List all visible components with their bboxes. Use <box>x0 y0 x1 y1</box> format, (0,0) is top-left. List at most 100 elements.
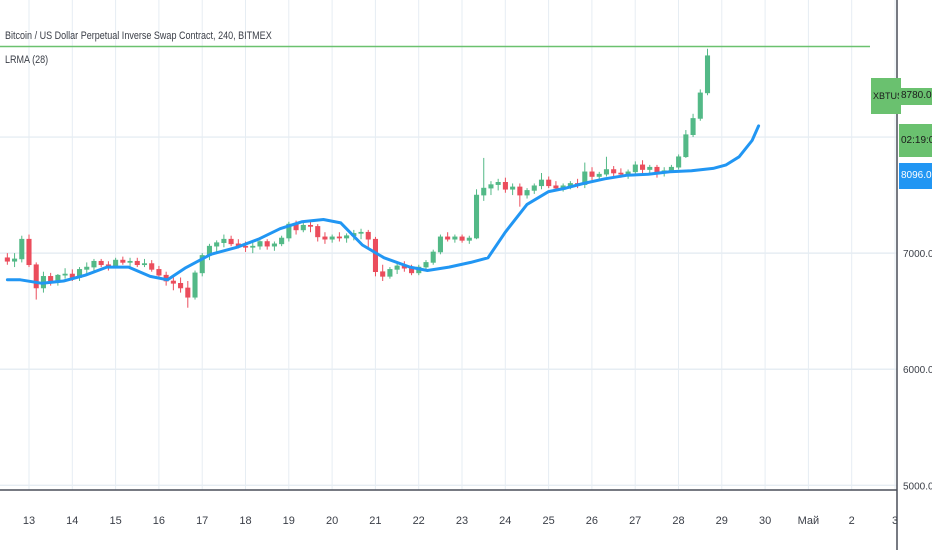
candle-body <box>336 236 342 239</box>
x-tick-label: 19 <box>283 515 295 527</box>
x-tick-label: 27 <box>629 515 641 527</box>
candle <box>315 224 321 242</box>
candle-body <box>445 236 451 240</box>
candle <box>4 253 10 265</box>
candle-body <box>488 184 494 189</box>
candle <box>336 232 342 242</box>
candle-body <box>531 185 537 191</box>
candle-body <box>437 236 443 253</box>
candle <box>12 253 18 268</box>
indicator-legend-label[interactable]: LRMA (28) <box>5 54 49 66</box>
candle-body <box>380 271 386 277</box>
candle <box>127 257 133 268</box>
symbol-price-tag: XBTUSD <box>871 78 901 114</box>
candle <box>704 48 711 96</box>
candle <box>141 258 148 268</box>
candle-body <box>611 169 617 174</box>
x-tick-label: 23 <box>456 515 468 527</box>
candle <box>387 267 393 279</box>
candle-body <box>647 166 653 170</box>
candle-body <box>430 251 436 263</box>
candle-body <box>243 245 249 248</box>
x-tick-label: 15 <box>109 515 121 527</box>
candle-body <box>307 224 314 227</box>
candle <box>697 89 703 121</box>
x-tick-label: 26 <box>586 515 598 527</box>
candle <box>459 234 465 243</box>
candle-body <box>315 226 321 238</box>
lrma-series <box>5 124 761 285</box>
candle <box>488 181 494 196</box>
candle <box>206 243 212 261</box>
candle <box>344 233 350 243</box>
candle <box>603 156 609 177</box>
x-tick-label: 17 <box>196 515 208 527</box>
candle-body <box>12 258 18 262</box>
candle-body <box>358 231 364 234</box>
candle <box>192 270 198 300</box>
candle-body <box>84 266 90 270</box>
candle <box>228 235 234 247</box>
candle <box>365 229 371 248</box>
candle <box>466 235 472 244</box>
candle-body <box>329 236 335 240</box>
candle-body <box>603 169 609 175</box>
x-tick-label: 25 <box>542 515 554 527</box>
candle-body <box>170 280 176 284</box>
lrma-line <box>5 124 761 285</box>
x-tick-label: 29 <box>716 515 728 527</box>
candle <box>654 164 660 178</box>
x-tick-label: 24 <box>499 515 511 527</box>
candle-body <box>632 164 638 173</box>
candle <box>264 239 270 250</box>
candle <box>683 130 689 158</box>
candle-body <box>91 260 97 268</box>
y-tick-label: 7000.0 <box>903 249 932 260</box>
candle-body <box>271 243 277 247</box>
candle <box>19 235 25 263</box>
x-tick-label: 16 <box>153 515 165 527</box>
candle-body <box>344 235 350 239</box>
candle-body <box>372 238 379 273</box>
candle-body <box>517 186 523 196</box>
candle-body <box>141 263 148 266</box>
lrma-value-tag: 8096.0 <box>899 163 932 189</box>
candle-body <box>495 181 501 185</box>
candle <box>149 260 155 272</box>
candle <box>676 154 682 170</box>
candle <box>214 240 220 254</box>
candle <box>589 167 595 182</box>
candle <box>55 274 61 286</box>
candle <box>452 234 458 243</box>
x-tick-label: 21 <box>369 515 381 527</box>
candle <box>322 232 328 244</box>
candle-body <box>510 186 516 190</box>
candle-body <box>596 173 602 177</box>
candle-body <box>134 260 140 266</box>
candle <box>300 222 306 233</box>
candle <box>358 228 364 240</box>
candle <box>84 262 90 275</box>
x-tick-label: 18 <box>239 515 251 527</box>
candle-body <box>697 92 703 119</box>
candle-body <box>459 236 465 241</box>
candle <box>690 113 696 138</box>
candle-body <box>640 164 646 170</box>
x-tick-label: 28 <box>672 515 684 527</box>
candle-body <box>322 236 328 240</box>
candle <box>98 258 104 268</box>
last-price-tag: 8780.0 <box>899 88 932 105</box>
x-tick-label: 3 <box>892 515 898 527</box>
candle-body <box>481 187 487 196</box>
candle-body <box>704 55 711 94</box>
x-tick-label: Май <box>798 515 820 527</box>
candle-body <box>120 259 126 263</box>
candle <box>531 183 537 194</box>
candle-body <box>387 269 393 277</box>
candle-body <box>394 265 400 270</box>
candle-body <box>228 238 234 245</box>
y-tick-label: 5000.0 <box>903 481 932 492</box>
candle <box>517 183 523 207</box>
